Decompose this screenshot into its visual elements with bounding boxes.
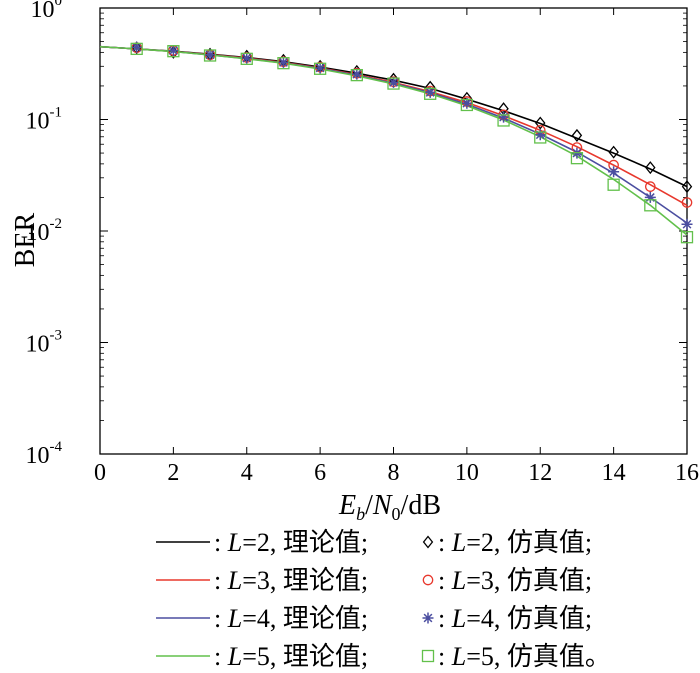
y-tick-label: 100	[31, 0, 63, 23]
sim-point-L5	[130, 42, 143, 56]
legend-marker-L5	[421, 649, 435, 663]
sim-point-L5	[387, 77, 400, 90]
sim-point-L4	[534, 129, 546, 141]
x-tick-label: 8	[388, 460, 400, 486]
sim-point-L2	[608, 145, 619, 159]
x-tick-label: 10	[455, 460, 479, 486]
sim-point-L2	[645, 161, 656, 175]
tick-labels: 0 2 4 6 8 10 12 14 16 100 10-1 10-2 10-3 10-4	[26, 0, 700, 486]
legend-marker-L2	[422, 535, 434, 549]
legend-sim-label: : L=2, 仿真值;	[438, 528, 592, 557]
sim-point-L4	[461, 97, 473, 109]
y-tick-label: 10-2	[26, 216, 63, 246]
theory-lines	[99, 45, 688, 236]
axis-ticks	[99, 7, 688, 455]
plot-frame	[99, 7, 688, 455]
sim-point-L3	[681, 197, 693, 208]
x-tick-label: 12	[528, 460, 552, 486]
plot-area	[99, 7, 688, 455]
sim-point-L4	[644, 191, 656, 203]
sim-point-L4	[277, 56, 289, 68]
sim-point-L5	[277, 57, 290, 70]
sim-point-L5	[424, 87, 437, 100]
sim-point-L2	[535, 116, 546, 130]
sim-point-L5	[460, 98, 474, 112]
theory-line-L5	[99, 45, 688, 236]
legend-marker-L4	[422, 612, 434, 624]
x-tick-label: 6	[314, 460, 326, 486]
sim-point-L5	[203, 49, 217, 62]
sim-point-L5	[680, 231, 694, 244]
legend: : L=2, 理论值; : L=2, 仿真值; : L=3, 理论值; : L=3, …	[156, 528, 611, 671]
sim-point-L4	[314, 62, 326, 74]
sim-point-L4	[351, 68, 363, 80]
sim-point-L4	[241, 52, 253, 64]
legend-sim-label: : L=5, 仿真值。	[438, 642, 611, 671]
sim-point-L5	[644, 199, 657, 212]
y-tick-label: 10-3	[26, 328, 63, 358]
simulation-markers	[130, 41, 694, 244]
legend-theory-label: : L=5, 理论值;	[214, 642, 368, 671]
legend-theory-label: : L=3, 理论值;	[214, 566, 368, 595]
x-axis-label: Eb/N0/dB	[338, 490, 441, 524]
sim-point-L5	[607, 178, 620, 191]
sim-point-L4	[424, 86, 436, 98]
sim-point-L4	[131, 41, 143, 53]
sim-point-L5	[350, 68, 363, 82]
sim-point-L5	[240, 52, 253, 65]
sim-point-L5	[167, 45, 180, 58]
sim-point-L4	[167, 45, 179, 57]
x-tick-label: 16	[675, 460, 699, 486]
theory-line-L3	[99, 45, 688, 206]
sim-point-L4	[681, 218, 693, 230]
sim-point-L2	[131, 41, 142, 55]
sim-point-L5	[313, 62, 327, 75]
legend-theory-label: : L=2, 理论值;	[214, 528, 368, 557]
y-axis-label: BER	[10, 212, 41, 267]
x-tick-label: 4	[241, 460, 253, 486]
sim-point-L5	[497, 114, 510, 127]
legend-sim-label: : L=3, 仿真值;	[438, 566, 592, 595]
sim-point-L4	[608, 166, 620, 178]
sim-point-L4	[388, 76, 399, 88]
sim-point-L2	[571, 128, 583, 142]
y-tick-label: 10-1	[26, 105, 63, 135]
sim-point-L5	[534, 131, 547, 144]
x-tick-label: 14	[602, 460, 626, 486]
sim-point-L4	[204, 49, 216, 61]
legend-sim-label: : L=4, 仿真值;	[438, 604, 592, 633]
y-tick-label: 10-4	[26, 439, 63, 469]
sim-point-L3	[644, 181, 656, 192]
sim-point-L2	[681, 180, 693, 194]
legend-marker-L3	[422, 574, 434, 586]
legend-theory-label: : L=4, 理论值;	[214, 604, 368, 633]
sim-point-L5	[570, 152, 584, 165]
x-tick-label: 2	[167, 460, 179, 486]
x-tick-label: 0	[94, 460, 106, 486]
sim-point-L4	[498, 111, 510, 123]
